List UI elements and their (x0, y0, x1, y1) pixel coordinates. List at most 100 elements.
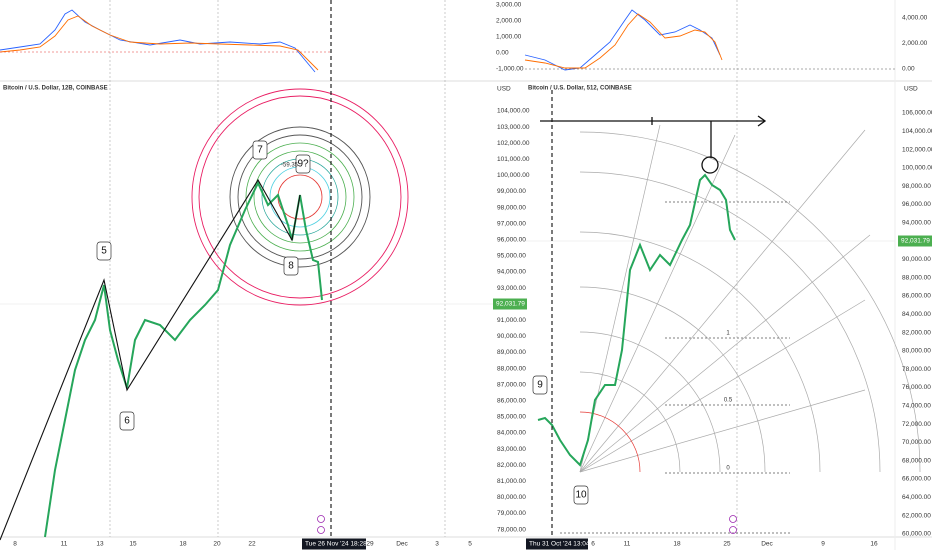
wave-label-bubble (119, 411, 135, 431)
price-axis-label: 82,000.00 (497, 462, 526, 469)
date-axis-label: 18 (179, 541, 187, 548)
wave-label: 5 (101, 246, 107, 257)
date-axis-label: 13 (96, 541, 104, 548)
date-axis-label: Dec (761, 541, 773, 548)
fib-label: 0 (726, 466, 730, 472)
chart-title: Bitcoin / U.S. Dollar, 512, COINBASE (528, 86, 632, 92)
date-axis-label: Dec (396, 541, 408, 548)
marker-circle (701, 156, 719, 174)
price-axis-label: 89,000.00 (497, 349, 526, 356)
date-axis-label: 8 (13, 541, 17, 548)
price-axis-label: 70,000.00 (902, 439, 931, 446)
annotation (540, 115, 767, 174)
price-axis-label: 79,000.00 (497, 510, 526, 517)
date-axis-label: 9 (821, 541, 825, 548)
date-axis-label: 11 (624, 541, 631, 548)
cursor-date: Thu 31 Oct '24 13:04 (529, 541, 590, 548)
price-axis-label: 60,000.00 (902, 531, 931, 538)
event-icon[interactable] (729, 515, 737, 523)
date-axis-label: 3 (435, 541, 439, 548)
price-axis-label: 88,000.00 (902, 274, 931, 281)
wave-lines (0, 178, 301, 541)
date-axis-label: 11 (61, 541, 68, 548)
date-axis-label: 20 (213, 541, 221, 548)
date-axis-label: 25 (723, 541, 731, 548)
cursor-date-bg (302, 538, 366, 550)
wave-label-bubble (96, 241, 112, 261)
indicator-axis-label: 3,000.00 (496, 2, 522, 9)
price-axis-label: 72,000.00 (902, 421, 931, 428)
price-tag-bg (898, 235, 932, 247)
price-tag: 92,031.79 (496, 301, 525, 308)
price-axis-label: 104,000.00 (902, 128, 932, 135)
fan-line (579, 234, 871, 473)
price-axis-label: 96,000.00 (902, 201, 931, 208)
price-axis-label: 81,000.00 (497, 478, 526, 485)
wave-label-bubble (573, 485, 589, 505)
cursor-date: Tue 26 Nov '24 18:28 (305, 541, 367, 548)
date-axis-label: 29 (366, 541, 374, 548)
date-axis-label: 15 (129, 541, 137, 548)
price-axis-label: 103,000.00 (497, 124, 530, 131)
circle (198, 95, 402, 299)
price-tag: 92,031.79 (901, 238, 930, 245)
price-axis-label: 86,000.00 (497, 398, 526, 405)
fib-label: 0.5 (724, 398, 733, 404)
angle-label: -59.35 (281, 163, 299, 169)
price-axis-label: 83,000.00 (497, 446, 526, 453)
date-axis-label: 22 (248, 541, 256, 548)
price-axis-label: 87,000.00 (497, 381, 526, 388)
arc (579, 331, 721, 473)
indicator-axis-label: 2,000.00 (496, 18, 522, 25)
price-axis-label: 98,000.00 (902, 183, 931, 190)
date-axis-label: 16 (870, 541, 878, 548)
cursor-date-bg (526, 538, 588, 550)
price-axis-label: 102,000.00 (497, 140, 530, 147)
price-axis-label: 91,000.00 (497, 317, 526, 324)
chart-title: Bitcoin / U.S. Dollar, 12B, COINBASE (3, 86, 108, 92)
arc (579, 411, 641, 473)
price-axis-label: 62,000.00 (902, 512, 931, 519)
date-axis-label: 5 (468, 541, 472, 548)
date-axis-label: 18 (673, 541, 681, 548)
price-axis-label: 106,000.00 (902, 110, 932, 117)
wave-label-bubble (283, 256, 299, 276)
price-axis-label: 66,000.00 (902, 476, 931, 483)
circle (191, 88, 409, 306)
circle (229, 126, 371, 268)
fib-label: 1 (726, 331, 730, 337)
event-icon[interactable] (729, 526, 737, 534)
arc (579, 286, 766, 473)
event-icon[interactable] (317, 515, 325, 523)
wave-label: 9? (297, 159, 309, 170)
indicator-axis-label: 4,000.00 (902, 15, 928, 22)
circle (237, 134, 363, 260)
price-axis-label: 86,000.00 (902, 293, 931, 300)
price-axis-label: 80,000.00 (902, 348, 931, 355)
price-axis-label: 104,000.00 (497, 108, 530, 115)
price-tag-bg (493, 298, 527, 310)
price-axis-label: 96,000.00 (497, 237, 526, 244)
currency-label: USD (904, 86, 918, 93)
price-axis-label: 100,000.00 (497, 172, 530, 179)
circle (245, 142, 355, 252)
event-icon[interactable] (317, 526, 325, 534)
fan-line (579, 299, 866, 473)
wave-label: 10 (575, 490, 587, 501)
currency-label: USD (497, 86, 511, 93)
price-axis-label: 90,000.00 (902, 256, 931, 263)
price-axis-label: 64,000.00 (902, 494, 931, 501)
price-axis-label: 93,000.00 (497, 285, 526, 292)
price-axis-label: 102,000.00 (902, 146, 932, 153)
price-series (537, 173, 736, 467)
price-axis-label: 100,000.00 (902, 165, 932, 172)
fan-line (579, 134, 736, 473)
price-axis-label: 94,000.00 (497, 269, 526, 276)
wave-label-bubble (295, 154, 311, 174)
wave-label: 9 (537, 380, 543, 391)
price-axis-label: 98,000.00 (497, 204, 526, 211)
indicator-axis-label: 1,000.00 (496, 34, 522, 41)
wave-label: 6 (124, 416, 130, 427)
